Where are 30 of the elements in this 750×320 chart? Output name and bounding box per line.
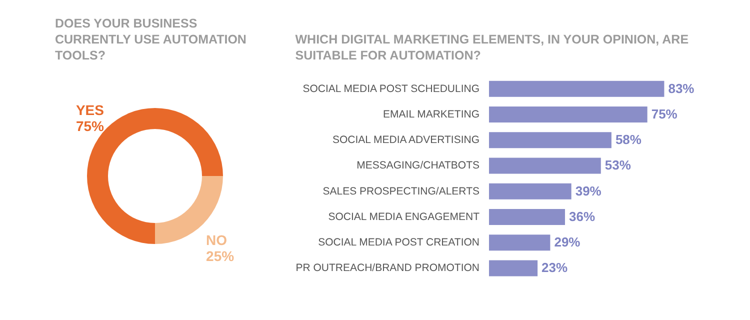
data-label: 39% bbox=[575, 183, 602, 198]
slice-label: NO bbox=[206, 232, 228, 248]
data-label: 25% bbox=[206, 248, 235, 264]
data-label: 29% bbox=[554, 234, 581, 250]
y-tick-label: MESSAGING/CHATBOTS bbox=[356, 160, 480, 172]
y-tick-label: SOCIAL MEDIA POST SCHEDULING bbox=[302, 82, 480, 95]
bar bbox=[489, 208, 565, 225]
y-tick-label: SOCIAL MEDIA ADVERTISING bbox=[332, 134, 480, 146]
bar bbox=[489, 260, 538, 276]
bar bbox=[489, 234, 550, 251]
data-label: 83% bbox=[668, 80, 695, 96]
y-tick-label: SOCIAL MEDIA POST CREATION bbox=[318, 236, 480, 249]
chart-title: DOES YOUR BUSINESS CURRENTLY USE AUTOMATION TOOLS? bbox=[55, 16, 246, 62]
y-tick-label: EMAIL MARKETING bbox=[383, 108, 480, 120]
data-label: 75% bbox=[651, 106, 678, 122]
slice-label: YES bbox=[76, 102, 104, 118]
data-label: 53% bbox=[604, 158, 632, 173]
data-label: 23% bbox=[542, 260, 568, 276]
y-tick-label: SALES PROSPECTING/ALERTS bbox=[322, 185, 480, 198]
chart-title: WHICH DIGITAL MARKETING ELEMENTS, IN YOUR OPINION, ARE SUITABLE FOR AUTOMATION? bbox=[295, 32, 689, 62]
y-tick-label: SOCIAL MEDIA ENGAGEMENT bbox=[328, 210, 480, 223]
data-label: 58% bbox=[615, 132, 642, 148]
bar bbox=[489, 132, 612, 148]
bar bbox=[489, 183, 572, 200]
data-label: 75% bbox=[76, 118, 105, 134]
data-label: 36% bbox=[569, 208, 596, 224]
bar bbox=[489, 106, 648, 122]
y-tick-label: PR OUTREACH/BRAND PROMOTION bbox=[296, 262, 480, 274]
bar bbox=[489, 158, 601, 174]
bar bbox=[489, 80, 664, 97]
